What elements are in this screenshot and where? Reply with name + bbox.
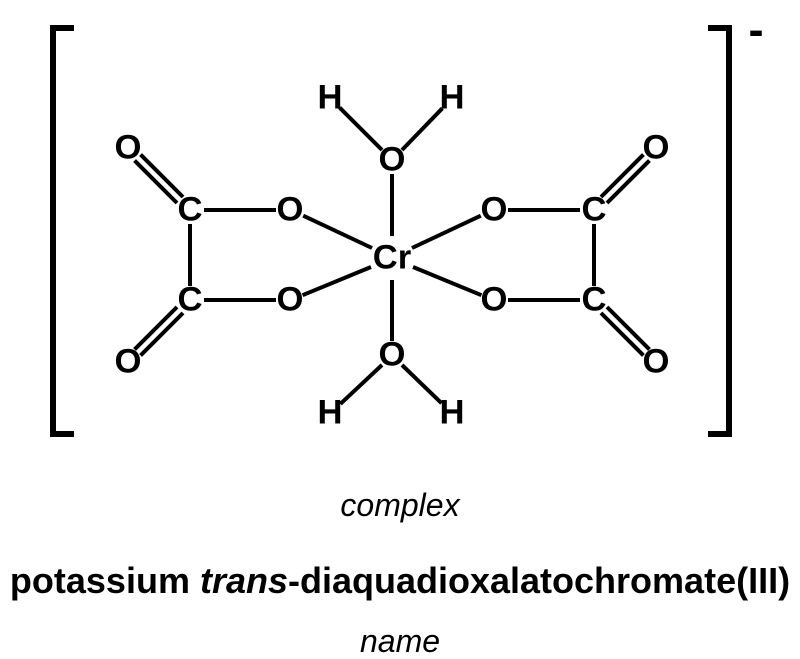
oxygen-left-bottom: O [277,283,304,318]
oxygen-axial-bottom: O [379,338,406,373]
bond-Cr-O_ax_bot [390,280,394,341]
bond-Cr-O_R_bot [412,265,482,297]
oxygen-right-bottom: O [481,283,508,318]
bond-C_L_top-C_L_bot [188,224,192,286]
bracket-right-vertical [726,25,732,437]
bond-O_ax_bot-H_bot_L [339,363,383,405]
oxygen-left-top-ext: O [115,131,142,166]
oxygen-right-top-ext: O [643,131,670,166]
bond-Cr-O_R_top [411,214,482,250]
hydrogen-top-left: H [317,81,342,116]
complex-charge: - [748,4,763,56]
bond-O_ax_bot-H_bot_R [401,363,444,404]
compound-name-part-2: -diaquadioxalatochromate(III) [288,560,790,601]
bracket-left-vertical [50,25,56,437]
oxygen-right-bottom-ext: O [643,345,670,380]
hydrogen-bottom-right: H [439,396,464,431]
compound-name-part-1: trans [200,560,288,601]
bond-O_R_top-C_R_top [508,208,580,212]
hydrogen-top-right: H [439,81,464,116]
bracket-left-bottom-ear [50,431,74,437]
chromium-center: Cr [373,241,412,276]
diagram-stage: CrOOHHHHOOCCOOOOCCOO-complexnamepotassiu… [0,0,800,659]
caption-0: complex [340,487,459,524]
compound-name-part-0: potassium [10,560,200,601]
oxygen-left-top: O [277,193,304,228]
oxygen-axial-top: O [379,143,406,178]
bond-Cr-O_ax_top [390,174,394,236]
bond-O_R_bot-C_R_bot [508,298,580,302]
oxygen-right-top: O [481,193,508,228]
carbon-right-bottom: C [581,283,606,318]
compound-name: potassium trans-diaquadioxalatochromate(… [10,560,790,602]
carbon-left-bottom: C [177,283,202,318]
bond-Cr-O_L_bot [302,265,372,297]
carbon-right-top: C [581,193,606,228]
oxygen-left-bottom-ext: O [115,345,142,380]
hydrogen-bottom-left: H [317,396,342,431]
bond-O_ax_top-H_top_R [400,107,443,152]
carbon-left-top: C [177,193,202,228]
bracket-right-bottom-ear [708,431,732,437]
bond-Cr-O_L_top [302,214,373,250]
bracket-right-top-ear [708,25,732,31]
caption-1: name [360,623,440,659]
bond-O_ax_top-H_top_L [338,106,383,151]
bond-O_L_top-C_L_top [204,208,276,212]
bond-O_L_bot-C_L_bot [204,298,276,302]
bracket-left-top-ear [50,25,74,31]
bond-C_R_top-C_R_bot [592,224,596,286]
